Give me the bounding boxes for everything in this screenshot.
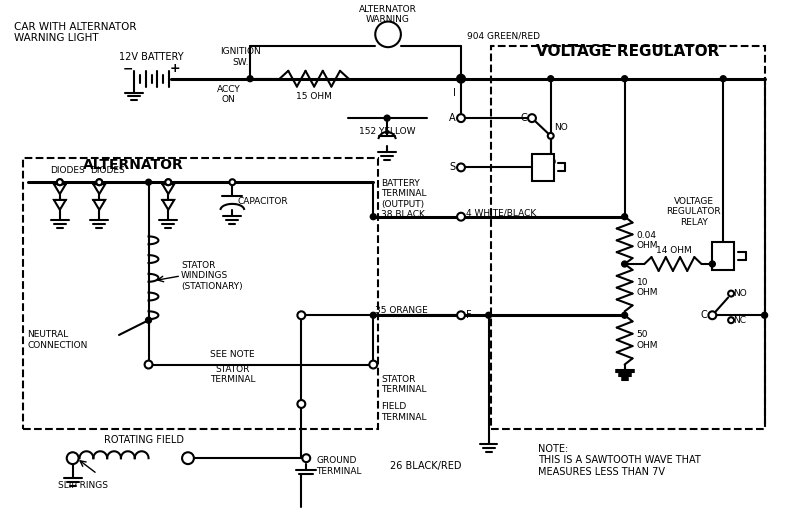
Text: ACCY
ON: ACCY ON	[216, 85, 241, 104]
Text: ROTATING FIELD: ROTATING FIELD	[104, 435, 184, 445]
Circle shape	[720, 76, 726, 82]
Text: 4 WHITE/BLACK: 4 WHITE/BLACK	[466, 208, 536, 217]
Circle shape	[97, 179, 102, 185]
Text: NO: NO	[733, 289, 747, 298]
Polygon shape	[94, 200, 105, 210]
Circle shape	[182, 452, 194, 464]
Text: 12V BATTERY: 12V BATTERY	[119, 52, 184, 62]
Text: STATOR
TERMINAL: STATOR TERMINAL	[381, 375, 427, 394]
Text: GROUND
TERMINAL: GROUND TERMINAL	[316, 456, 362, 476]
Text: VOLTAGE
REGULATOR
RELAY: VOLTAGE REGULATOR RELAY	[667, 197, 721, 227]
Text: ALTERNATOR
WARNING: ALTERNATOR WARNING	[359, 5, 417, 24]
Circle shape	[457, 311, 465, 319]
Text: NC: NC	[733, 316, 746, 325]
Text: IGNITION
SW.: IGNITION SW.	[220, 47, 261, 67]
Circle shape	[710, 261, 715, 267]
Circle shape	[247, 76, 253, 82]
Text: C: C	[700, 310, 707, 320]
Text: S: S	[449, 162, 455, 172]
Polygon shape	[163, 184, 174, 194]
Text: VOLTAGE REGULATOR: VOLTAGE REGULATOR	[536, 44, 719, 58]
Circle shape	[97, 179, 102, 185]
Circle shape	[728, 317, 734, 323]
Polygon shape	[54, 184, 66, 194]
Circle shape	[57, 179, 63, 185]
Circle shape	[297, 311, 305, 319]
Text: DIODES: DIODES	[90, 166, 124, 175]
Text: DIODES: DIODES	[50, 166, 85, 175]
Text: CAR WITH ALTERNATOR
WARNING LIGHT: CAR WITH ALTERNATOR WARNING LIGHT	[13, 22, 136, 43]
Circle shape	[457, 114, 465, 122]
Circle shape	[486, 313, 491, 318]
Text: NEUTRAL
CONNECTION: NEUTRAL CONNECTION	[28, 330, 88, 349]
Text: FIELD
TERMINAL: FIELD TERMINAL	[381, 402, 427, 422]
Circle shape	[622, 214, 627, 220]
Text: +: +	[170, 62, 181, 75]
Circle shape	[230, 179, 235, 185]
Text: I: I	[454, 87, 456, 97]
Text: 904 GREEN/RED: 904 GREEN/RED	[467, 32, 540, 41]
Text: 35 ORANGE: 35 ORANGE	[376, 306, 428, 315]
Text: 0.04
OHM: 0.04 OHM	[637, 231, 658, 250]
Text: CAPACITOR: CAPACITOR	[237, 198, 288, 207]
Circle shape	[370, 214, 376, 220]
Circle shape	[622, 313, 627, 318]
Circle shape	[369, 360, 377, 368]
Circle shape	[370, 313, 376, 318]
Circle shape	[457, 213, 465, 221]
Text: STATOR
TERMINAL: STATOR TERMINAL	[210, 365, 255, 384]
Circle shape	[762, 313, 768, 318]
Circle shape	[67, 452, 79, 464]
Circle shape	[165, 179, 171, 185]
Text: C: C	[520, 113, 527, 123]
Text: −: −	[123, 62, 133, 75]
Circle shape	[145, 179, 152, 185]
Circle shape	[145, 317, 152, 323]
Text: STATOR
WINDINGS
(STATIONARY): STATOR WINDINGS (STATIONARY)	[181, 261, 243, 291]
Text: F: F	[466, 310, 472, 320]
Circle shape	[547, 158, 555, 165]
Polygon shape	[54, 200, 66, 210]
Circle shape	[384, 115, 390, 121]
Text: NOTE:
THIS IS A SAWTOOTH WAVE THAT
MEASURES LESS THAN 7V: NOTE: THIS IS A SAWTOOTH WAVE THAT MEASU…	[538, 444, 700, 477]
Circle shape	[297, 400, 305, 408]
Circle shape	[303, 454, 310, 462]
Text: 10
OHM: 10 OHM	[637, 278, 658, 297]
Text: 15 OHM: 15 OHM	[296, 92, 332, 101]
Text: ALTERNATOR: ALTERNATOR	[83, 159, 184, 172]
Circle shape	[622, 76, 627, 82]
Text: 152 YELLOW: 152 YELLOW	[359, 128, 415, 136]
Circle shape	[622, 261, 627, 267]
Text: SLIP RINGS: SLIP RINGS	[57, 481, 108, 490]
Circle shape	[457, 75, 465, 83]
Bar	[712, 242, 734, 270]
Text: NO: NO	[553, 123, 567, 132]
Circle shape	[457, 163, 465, 171]
Text: SEE NOTE: SEE NOTE	[210, 350, 255, 359]
Circle shape	[145, 360, 152, 368]
Circle shape	[728, 290, 734, 297]
Circle shape	[548, 76, 553, 82]
Bar	[532, 153, 553, 181]
Text: A: A	[449, 113, 455, 123]
Text: 50
OHM: 50 OHM	[637, 330, 658, 349]
Circle shape	[548, 133, 553, 139]
Circle shape	[458, 76, 464, 82]
Circle shape	[375, 22, 401, 47]
Text: 14 OHM: 14 OHM	[656, 246, 692, 255]
Circle shape	[165, 179, 171, 185]
Circle shape	[708, 311, 716, 319]
Text: BATTERY
TERMINAL
(OUTPUT)
38 BLACK: BATTERY TERMINAL (OUTPUT) 38 BLACK	[381, 179, 427, 219]
Polygon shape	[94, 184, 105, 194]
Text: 26 BLACK/RED: 26 BLACK/RED	[390, 461, 461, 471]
Circle shape	[57, 179, 63, 185]
Circle shape	[528, 114, 536, 122]
Polygon shape	[163, 200, 174, 210]
